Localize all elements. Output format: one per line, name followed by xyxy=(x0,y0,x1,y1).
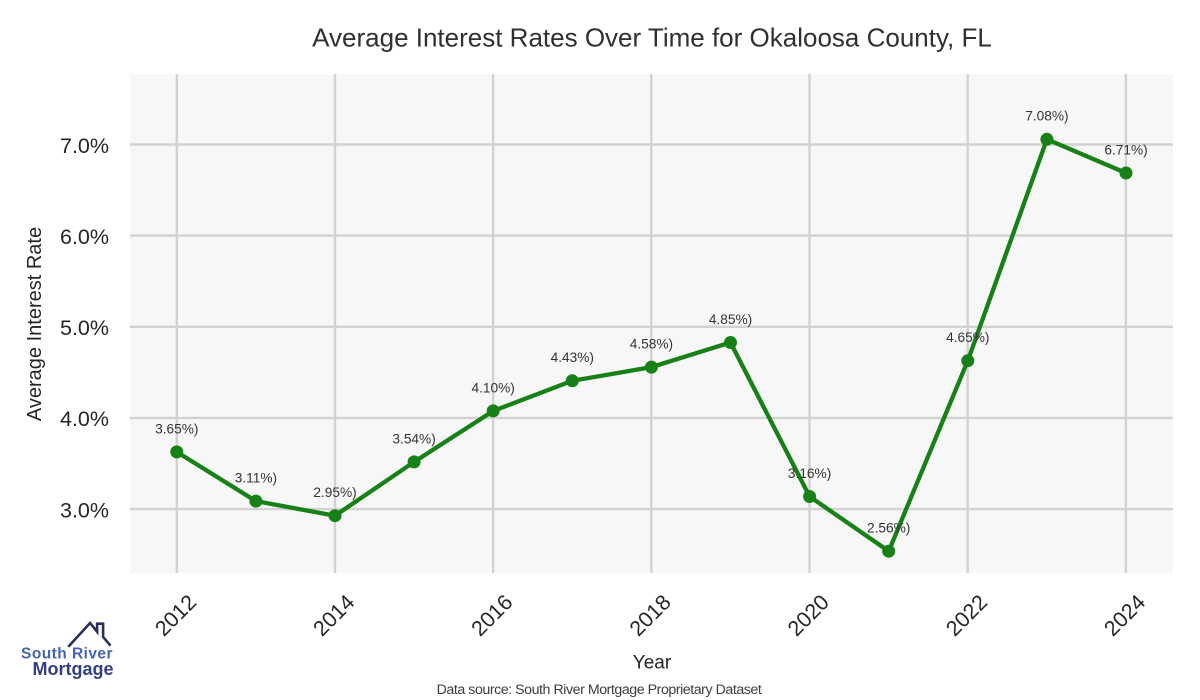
svg-text:Year: Year xyxy=(633,653,672,674)
svg-text:4.10%): 4.10%) xyxy=(472,380,515,395)
svg-text:3.54%): 3.54%) xyxy=(392,431,435,446)
svg-text:4.58%): 4.58%) xyxy=(630,337,673,352)
svg-text:Average Interest Rate: Average Interest Rate xyxy=(24,227,46,421)
svg-text:6.0%: 6.0% xyxy=(60,225,109,249)
svg-text:4.65%): 4.65%) xyxy=(946,330,989,345)
svg-text:2.56%): 2.56%) xyxy=(867,521,910,536)
svg-text:6.71%): 6.71%) xyxy=(1104,142,1147,157)
svg-text:2022: 2022 xyxy=(941,590,992,641)
svg-text:Average Interest Rates Over Ti: Average Interest Rates Over Time for Oka… xyxy=(312,23,992,53)
svg-text:3.11%): 3.11%) xyxy=(235,471,277,486)
svg-text:3.16%): 3.16%) xyxy=(788,466,831,481)
svg-text:7.08%): 7.08%) xyxy=(1025,109,1068,124)
svg-text:South River: South River xyxy=(21,646,113,663)
svg-text:4.0%: 4.0% xyxy=(60,407,109,431)
svg-text:2014: 2014 xyxy=(309,590,360,641)
svg-text:4.85%): 4.85%) xyxy=(709,312,752,327)
svg-text:3.65%): 3.65%) xyxy=(155,421,198,436)
svg-text:2016: 2016 xyxy=(467,590,518,641)
svg-text:2024: 2024 xyxy=(1099,590,1150,641)
svg-text:2018: 2018 xyxy=(625,590,676,641)
svg-text:7.0%: 7.0% xyxy=(60,134,109,158)
svg-text:5.0%: 5.0% xyxy=(60,316,109,340)
svg-text:2.95%): 2.95%) xyxy=(313,485,356,500)
svg-text:3.0%: 3.0% xyxy=(60,498,109,522)
svg-text:Mortgage: Mortgage xyxy=(33,659,114,679)
svg-text:2012: 2012 xyxy=(150,590,201,641)
svg-text:2020: 2020 xyxy=(783,590,834,641)
svg-text:4.43%): 4.43%) xyxy=(551,350,594,365)
svg-text:Data source: South River Mortg: Data source: South River Mortgage Propri… xyxy=(437,682,762,698)
